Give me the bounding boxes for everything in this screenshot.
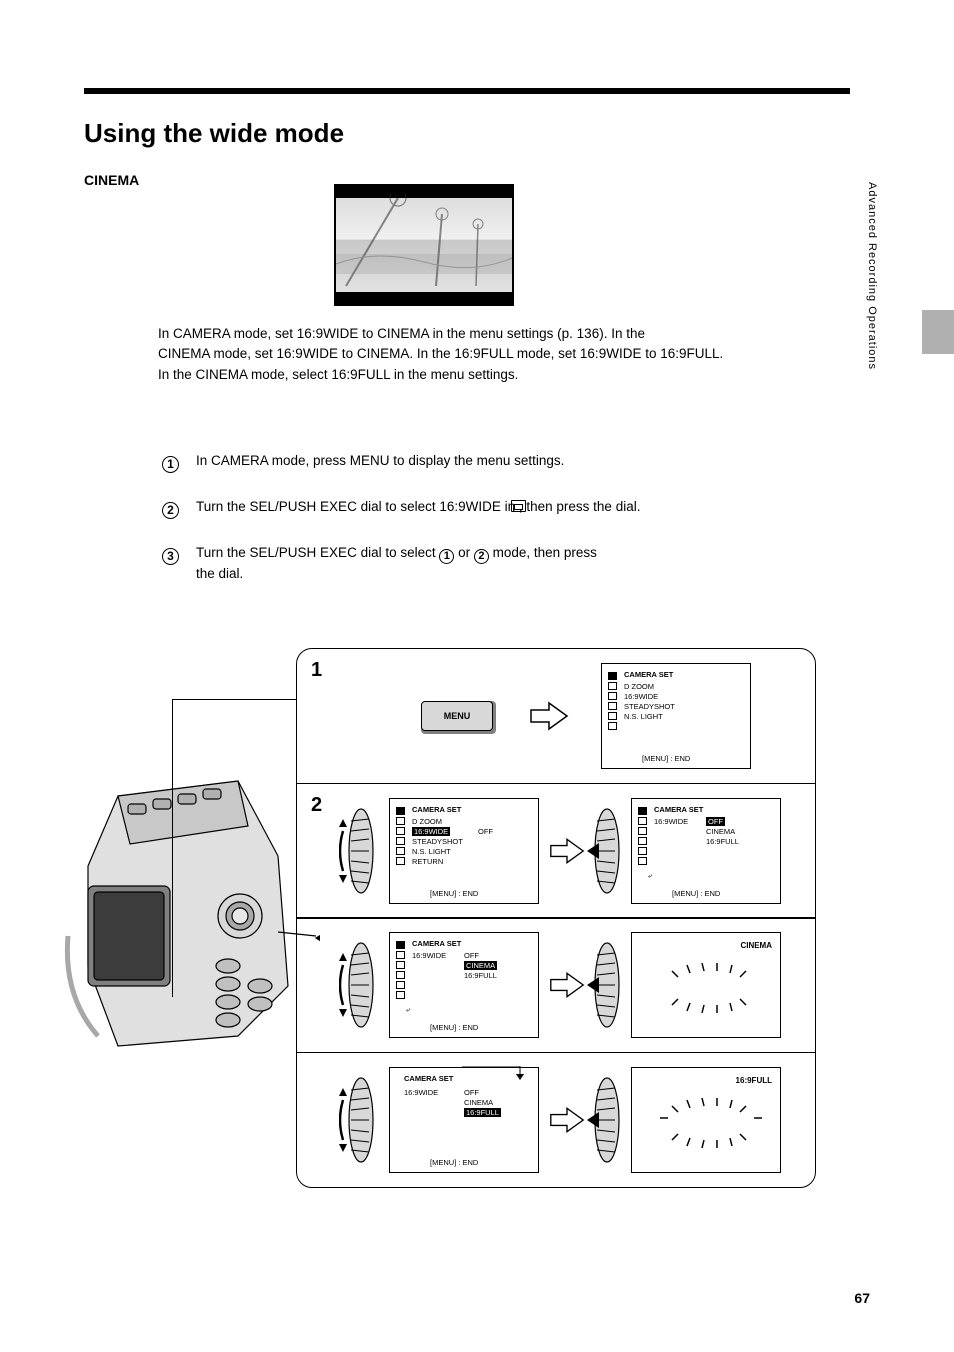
page-number: 67 [854, 1290, 870, 1306]
screen3a-off: OFF [464, 951, 479, 960]
header-rule [84, 88, 850, 94]
screen3a-h: CAMERA SET [412, 939, 461, 948]
step-2-number: 2 [162, 502, 179, 519]
screen2b-full: 16:9FULL [706, 837, 739, 846]
dial-icon-press-3 [585, 1070, 625, 1170]
body-text-1: In CAMERA mode, set 16:9WIDE to CINEMA i… [158, 324, 838, 385]
screen-3b: CINEMA [631, 932, 781, 1038]
panel-4: CAMERA SET 16:9WIDE OFF CINEMA 16:9FULL … [296, 1052, 816, 1188]
panel-3: CAMERA SET 16:9WIDE OFF CINEMA 16:9FULL … [296, 917, 816, 1053]
screen3a-full: 16:9FULL [464, 971, 497, 980]
arrow-right-icon-4 [549, 1106, 585, 1134]
screen4a-cin: CINEMA [464, 1098, 493, 1107]
screen1-r3: STEADYSHOT [624, 702, 675, 711]
side-tab [922, 310, 954, 354]
screen3a-r1: 16:9WIDE [412, 951, 446, 960]
camcorder-illustration [58, 736, 320, 1096]
screen2b-h: CAMERA SET [654, 805, 703, 814]
screen-4a: CAMERA SET 16:9WIDE OFF CINEMA 16:9FULL … [389, 1067, 539, 1173]
step-2-inner: Turn the SEL/PUSH EXEC dial to select 16… [196, 499, 640, 514]
screen2a-r1: D ZOOM [412, 817, 442, 826]
callout-line-1v [172, 699, 173, 997]
screen4a-off: OFF [464, 1088, 479, 1097]
dial-icon-turn-1 [339, 801, 379, 901]
screen2a-exit: [MENU] : END [430, 889, 478, 898]
screen2a-ret: RETURN [412, 857, 443, 866]
step-1-number: 1 [162, 456, 179, 473]
step-3-tail: the dial. [196, 566, 243, 581]
dial-icon-press-2 [585, 935, 625, 1035]
screen-3a: CAMERA SET 16:9WIDE OFF CINEMA 16:9FULL … [389, 932, 539, 1038]
screen2b-off: OFF [706, 817, 725, 826]
screen2a-r4: N.S. LIGHT [412, 847, 451, 856]
panel-1: 1 MENU CAMERA SET D ZOOM 16:9WIDE STEADY… [296, 648, 816, 784]
instruction-panels: 1 MENU CAMERA SET D ZOOM 16:9WIDE STEADY… [296, 648, 826, 1188]
screen2b-cin: CINEMA [706, 827, 735, 836]
dial-icon-turn-3 [339, 1070, 379, 1170]
arrow-right-icon [529, 701, 569, 731]
menu-button: MENU [421, 701, 493, 731]
screen-2a: CAMERA SET D ZOOM 16:9WIDE OFF STEADYSHO… [389, 798, 539, 904]
panel-2-number: 2 [311, 794, 322, 817]
intro-line-4: In the CINEMA mode, select 16:9FULL in t… [158, 367, 518, 382]
screen2a-r2: 16:9WIDE [412, 827, 450, 836]
camera-settings-icon [511, 500, 526, 512]
screen4a-exit: [MENU] : END [430, 1158, 478, 1167]
screen3a-cin: CINEMA [464, 961, 497, 970]
cinema-sample-image [334, 184, 514, 306]
dial-icon-press-1 [585, 801, 625, 901]
screen1-r2: 16:9WIDE [624, 692, 658, 701]
dial-icon-turn-2 [339, 935, 379, 1035]
screen-2b: CAMERA SET 16:9WIDE OFF CINEMA 16:9FULL … [631, 798, 781, 904]
step-1: 1 In CAMERA mode, press MENU to display … [162, 452, 842, 473]
screen1-exit: [MENU] : END [642, 754, 690, 763]
screen4a-r1: 16:9WIDE [404, 1088, 438, 1097]
step-1-text: In CAMERA mode, press MENU to display th… [196, 451, 564, 471]
step-3-text: Turn the SEL/PUSH EXEC dial to select 1 … [196, 543, 597, 584]
step-2: 2 Turn the SEL/PUSH EXEC dial to select … [162, 498, 842, 519]
panel-2: 2 CAMERA SET D ZOOM 16:9WIDE OFF STEADYS… [296, 783, 816, 919]
screen2a-off: OFF [478, 827, 493, 836]
page-title: Using the wide mode [84, 118, 344, 149]
callout-line-1 [172, 699, 296, 700]
arrow-right-icon-3 [549, 971, 585, 999]
cinema-label: CINEMA [84, 172, 139, 188]
side-label: Advanced Recording Operations [866, 182, 878, 370]
panel-1-number: 1 [311, 659, 322, 682]
intro-line-3: CINEMA mode, set 16:9WIDE to CINEMA. In … [158, 346, 723, 361]
screen3a-exit: [MENU] : END [430, 1023, 478, 1032]
intro-line-2: In CAMERA mode, set 16:9WIDE to CINEMA i… [158, 326, 645, 341]
screen2a-h: CAMERA SET [412, 805, 461, 814]
screen1-r4: N.S. LIGHT [624, 712, 663, 721]
step-3: 3 Turn the SEL/PUSH EXEC dial to select … [162, 544, 842, 565]
screen-1: CAMERA SET D ZOOM 16:9WIDE STEADYSHOT N.… [601, 663, 751, 769]
screen2b-r1: 16:9WIDE [654, 817, 688, 826]
screen2b-exit: [MENU] : END [672, 889, 720, 898]
screen2a-r3: STEADYSHOT [412, 837, 463, 846]
screen4a-full: 16:9FULL [464, 1108, 501, 1117]
screen1-r1: D ZOOM [624, 682, 654, 691]
screen1-header: CAMERA SET [624, 670, 673, 679]
step-3-number: 3 [162, 548, 179, 565]
screen-4b: 16:9FULL [631, 1067, 781, 1173]
step-2-text: Turn the SEL/PUSH EXEC dial to select 16… [196, 497, 640, 517]
arrow-right-icon-2 [549, 837, 585, 865]
